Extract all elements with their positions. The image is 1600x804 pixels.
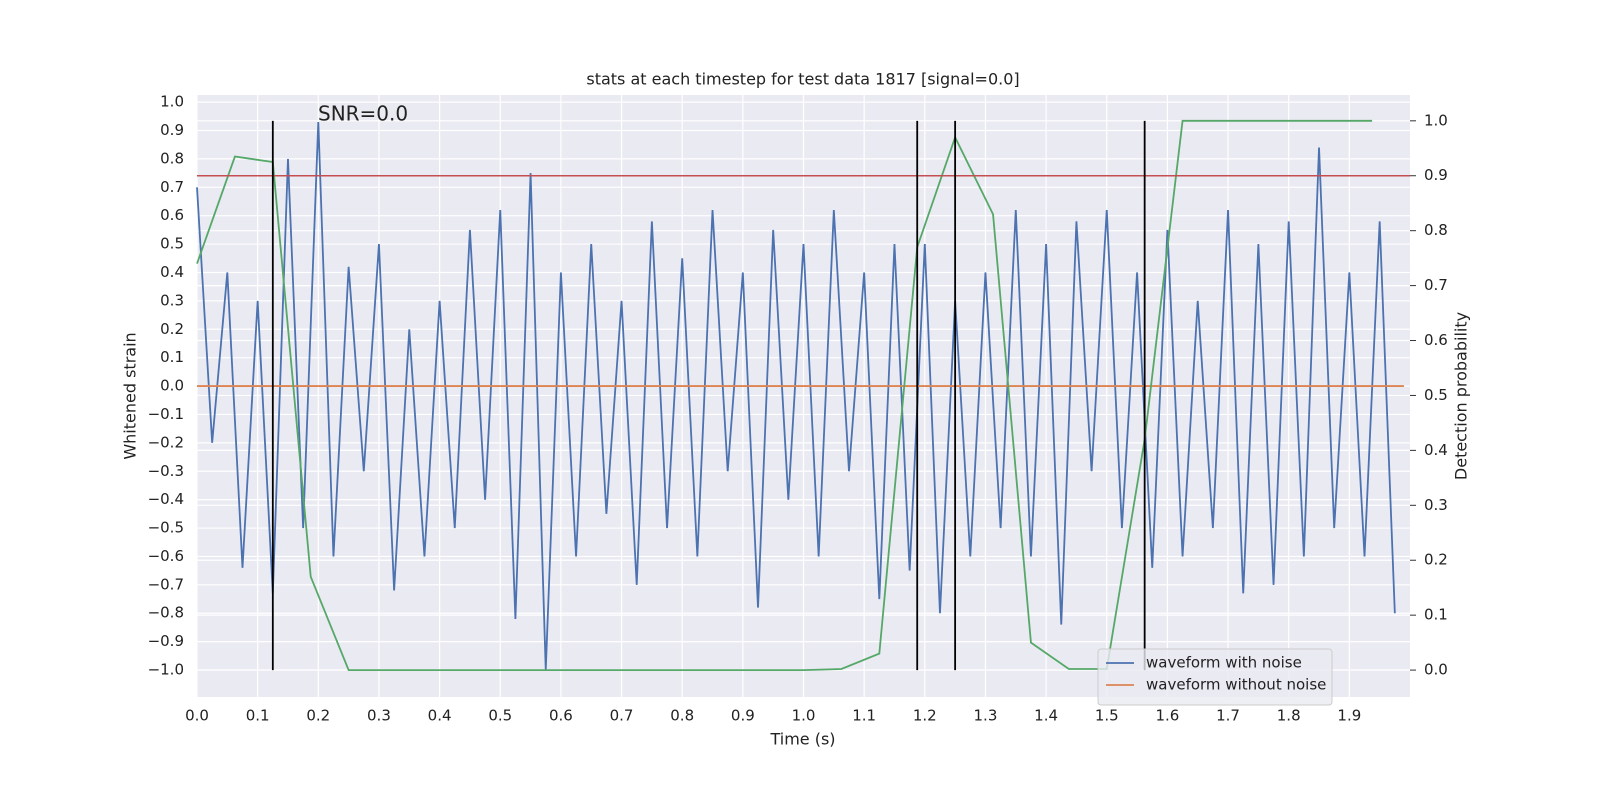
y-tick-label: 0.1 — [160, 348, 184, 366]
y-tick-label: −0.6 — [148, 547, 184, 565]
y2-tick-label: 0.0 — [1424, 661, 1448, 679]
y-tick-label: 0.6 — [160, 206, 184, 224]
x-tick-label: 1.7 — [1216, 707, 1240, 725]
x-tick-label: 0.4 — [428, 707, 452, 725]
y2-tick-label: 0.6 — [1424, 331, 1448, 349]
y-tick-label: −0.7 — [148, 575, 184, 593]
series-line — [196, 121, 1396, 671]
x-tick-label: 0.0 — [185, 707, 209, 725]
legend-label: waveform with noise — [1146, 654, 1302, 672]
annotation: SNR=0.0 — [318, 102, 408, 126]
chart-title: stats at each timestep for test data 181… — [586, 70, 1019, 89]
y-tick-label: 0.4 — [160, 263, 184, 281]
legend-box — [1097, 648, 1333, 706]
series-line — [196, 119, 1373, 671]
y-tick-label: −0.8 — [148, 604, 184, 622]
x-tick-label: 1.9 — [1337, 707, 1361, 725]
marks — [196, 119, 1410, 671]
x-tick-label: 0.1 — [246, 707, 270, 725]
y2-tick-label: 0.2 — [1424, 551, 1448, 569]
x-tick-label: 1.0 — [792, 707, 816, 725]
y-tick-label: 1.0 — [160, 93, 184, 111]
y-axis-label: Whitened strain — [121, 332, 140, 459]
y2-tick-label: 1.0 — [1424, 111, 1448, 129]
x-tick-label: 1.5 — [1095, 707, 1119, 725]
x-axis-label: Time (s) — [769, 730, 835, 749]
x-tick-label: 0.6 — [549, 707, 573, 725]
y-tick-label: −0.1 — [148, 405, 184, 423]
y-tick-label: 0.7 — [160, 178, 184, 196]
x-tick-label: 1.8 — [1277, 707, 1301, 725]
y-tick-label: 0.9 — [160, 121, 184, 139]
y-tick-label: 0.0 — [160, 377, 184, 395]
y-tick-label: −0.9 — [148, 632, 184, 650]
legend-label: waveform without noise — [1146, 676, 1326, 694]
y-tick-label: −0.4 — [148, 490, 184, 508]
grid — [196, 95, 1410, 697]
y-tick-label: −1.0 — [148, 661, 184, 679]
x-tick-label: 1.3 — [974, 707, 998, 725]
x-tick-label: 0.2 — [306, 707, 330, 725]
x-tick-label: 1.2 — [913, 707, 937, 725]
y-tick-label: 0.8 — [160, 149, 184, 167]
y2-tick-label: 0.8 — [1424, 221, 1448, 239]
x-tick-label: 1.4 — [1034, 707, 1058, 725]
y2-tick-label: 0.4 — [1424, 441, 1448, 459]
x-tick-label: 0.5 — [488, 707, 512, 725]
y2-tick-label: 0.1 — [1424, 606, 1448, 624]
y2-tick-label: 0.3 — [1424, 496, 1448, 514]
x-tick-label: 0.9 — [731, 707, 755, 725]
x-tick-label: 0.3 — [367, 707, 391, 725]
x-tick-label: 0.8 — [670, 707, 694, 725]
x-tick-label: 1.6 — [1155, 707, 1179, 725]
y-tick-label: 0.3 — [160, 291, 184, 309]
y-tick-label: 0.5 — [160, 235, 184, 253]
y-tick-label: −0.5 — [148, 519, 184, 537]
y2-tick-label: 0.5 — [1424, 386, 1448, 404]
y2-axis-label: Detection probability — [1452, 312, 1471, 480]
legend: waveform with noise waveform without nois… — [1097, 648, 1333, 706]
x-tick-label: 1.1 — [852, 707, 876, 725]
y-tick-label: 0.2 — [160, 320, 184, 338]
x-tick-label: 0.7 — [610, 707, 634, 725]
y-tick-label: −0.3 — [148, 462, 184, 480]
y2-tick-label: 0.7 — [1424, 276, 1448, 294]
y2-tick-label: 0.9 — [1424, 166, 1448, 184]
y-tick-label: −0.2 — [148, 433, 184, 451]
